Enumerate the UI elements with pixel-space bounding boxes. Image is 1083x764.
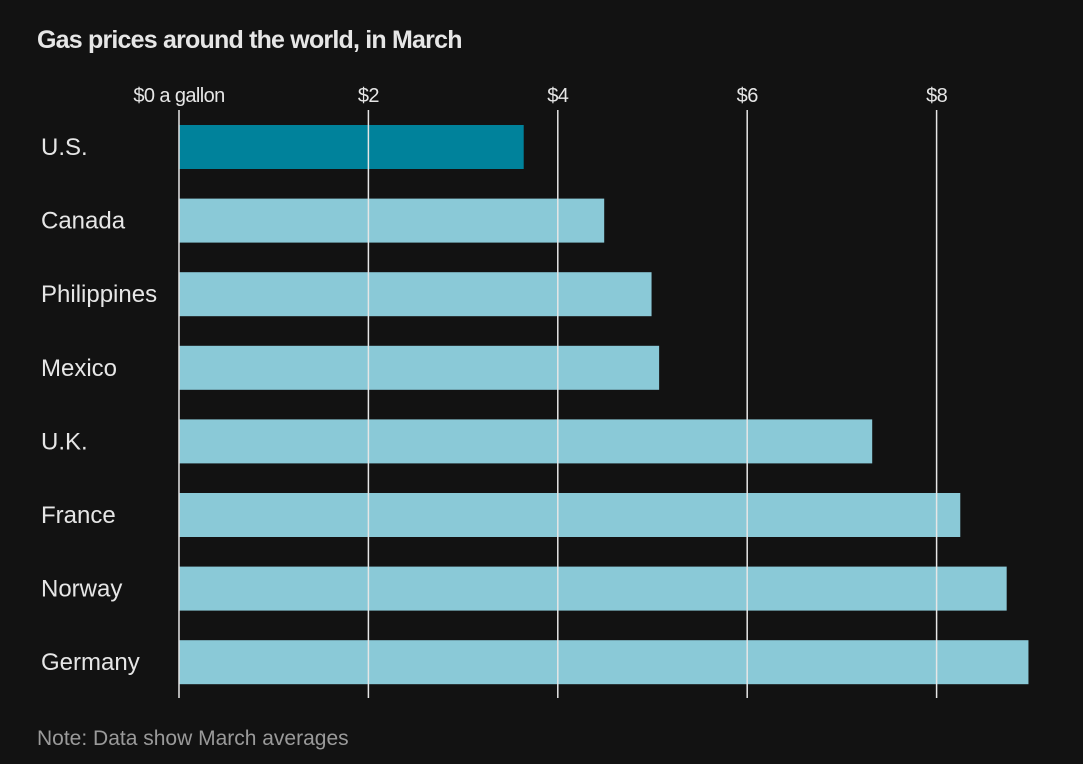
bar-uk (179, 419, 873, 464)
category-label: U.K. (41, 428, 88, 455)
bar-germany (179, 640, 1029, 685)
chart-title: Gas prices around the world, in March (37, 26, 462, 54)
category-label: Canada (41, 208, 126, 235)
category-label: Norway (41, 576, 122, 603)
bar-france (179, 493, 961, 537)
x-tick-label: $6 (737, 85, 759, 107)
bar-us (179, 125, 524, 169)
bar-mexico (179, 345, 660, 390)
x-tick-label: $4 (547, 85, 569, 107)
category-label: Mexico (41, 355, 117, 382)
x-tick-label: $2 (358, 85, 380, 107)
category-label: France (41, 502, 116, 529)
bar-philippines (179, 272, 652, 317)
category-label: Germany (41, 649, 140, 676)
bar-canada (179, 198, 605, 243)
bar-norway (179, 566, 1007, 611)
category-label: U.S. (41, 134, 88, 161)
category-label: Philippines (41, 281, 157, 308)
x-tick-label: $8 (926, 85, 948, 107)
chart-note: Note: Data show March averages (37, 727, 349, 750)
x-tick-label: $0 a gallon (133, 85, 224, 107)
